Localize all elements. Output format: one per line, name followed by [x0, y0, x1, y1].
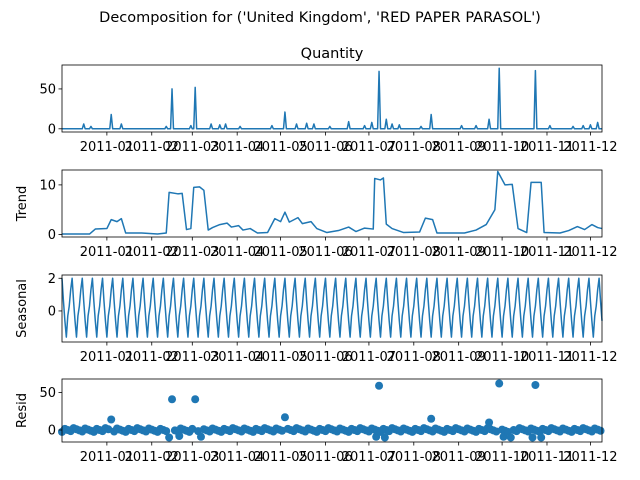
resid-point	[537, 433, 546, 442]
x-tick-label: 2011-02	[125, 450, 179, 465]
resid-point	[165, 433, 174, 442]
x-tick-label: 2011-12	[563, 245, 617, 260]
x-tick-label: 2011-03	[165, 450, 219, 465]
x-tick-label: 2011-08	[387, 450, 441, 465]
x-tick-label: 2011-08	[387, 350, 441, 365]
y-tick-label: 50	[39, 82, 56, 97]
x-tick-label: 2011-03	[165, 350, 219, 365]
x-tick-label: 2011-08	[387, 245, 441, 260]
x-tick-label: 2011-06	[298, 350, 352, 365]
axes-frame	[61, 378, 603, 443]
x-tick-label: 2011-09	[432, 140, 486, 155]
resid-point	[531, 381, 540, 389]
y-tick-label: 0	[48, 122, 56, 137]
x-tick-label: 2011-02	[125, 245, 179, 260]
x-tick-label: 2011-04	[210, 140, 264, 155]
resid-point	[107, 415, 116, 424]
resid-point	[375, 381, 384, 390]
observed-series-line	[62, 67, 602, 130]
x-tick-label: 2011-10	[475, 450, 529, 465]
x-tick-label: 2011-11	[520, 350, 574, 365]
y-tick-label: 0	[48, 304, 56, 319]
resid-point	[495, 379, 504, 388]
x-tick-label: 2011-01	[80, 350, 134, 365]
y-tick-label: 0	[48, 424, 56, 439]
resid-point	[506, 433, 515, 442]
resid-point	[168, 395, 177, 404]
resid-point	[427, 414, 436, 423]
x-tick-label: 2011-01	[80, 450, 134, 465]
x-tick-label: 2011-10	[475, 350, 529, 365]
x-tick-label: 2011-03	[165, 245, 219, 260]
x-tick-label: 2011-09	[432, 350, 486, 365]
figure-suptitle: Decomposition for ('United Kingdom', 'RE…	[99, 10, 541, 26]
subplot-seasonal: 022011-012011-022011-032011-042011-05201…	[15, 272, 618, 365]
y-tick-label: 0	[48, 228, 56, 243]
resid-point	[380, 433, 389, 442]
y-tick-label: 2	[48, 272, 56, 287]
seasonal-series-line	[61, 277, 603, 338]
x-tick-label: 2011-06	[298, 450, 352, 465]
resid-point	[596, 426, 605, 435]
axes-frame	[61, 169, 603, 238]
x-tick-label: 2011-10	[475, 245, 529, 260]
x-tick-label: 2011-02	[125, 350, 179, 365]
subplot-panels: 0502011-012011-022011-032011-042011-0520…	[15, 46, 618, 465]
x-tick-label: 2011-11	[520, 140, 574, 155]
y-tick-label: 50	[39, 386, 56, 401]
subplot-trend: 0102011-012011-022011-032011-042011-0520…	[15, 169, 618, 260]
x-tick-label: 2011-08	[387, 140, 441, 155]
subplot-resid: 0502011-012011-022011-032011-042011-0520…	[15, 378, 618, 465]
x-tick-label: 2011-01	[80, 140, 134, 155]
x-tick-label: 2011-06	[298, 245, 352, 260]
subplot-title: Quantity	[301, 46, 364, 62]
x-tick-label: 2011-05	[253, 140, 307, 155]
resid-point	[162, 427, 171, 436]
axes-frame	[61, 64, 603, 133]
x-tick-label: 2011-09	[432, 245, 486, 260]
x-tick-label: 2011-05	[253, 350, 307, 365]
x-tick-label: 2011-05	[253, 450, 307, 465]
x-tick-label: 2011-06	[298, 140, 352, 155]
x-tick-label: 2011-12	[563, 450, 617, 465]
resid-point	[175, 432, 184, 440]
x-tick-label: 2011-10	[475, 140, 529, 155]
resid-point	[280, 413, 289, 422]
x-tick-label: 2011-02	[125, 140, 179, 155]
resid-point	[191, 395, 200, 404]
x-tick-label: 2011-09	[432, 450, 486, 465]
x-tick-label: 2011-07	[342, 450, 396, 465]
resid-point	[528, 433, 537, 442]
axes-frame	[61, 274, 603, 343]
x-tick-label: 2011-04	[210, 350, 264, 365]
y-tick-label: 10	[39, 178, 56, 193]
y-axis-label: Trend	[15, 186, 30, 223]
trend-series-line	[62, 170, 603, 235]
x-tick-label: 2011-01	[80, 245, 134, 260]
x-tick-label: 2011-12	[563, 350, 617, 365]
x-tick-label: 2011-04	[210, 450, 264, 465]
y-axis-label: Seasonal	[15, 279, 30, 338]
resid-point	[485, 418, 494, 427]
y-axis-label: Resid	[15, 393, 30, 428]
x-tick-label: 2011-12	[563, 140, 617, 155]
x-tick-label: 2011-05	[253, 245, 307, 260]
x-tick-label: 2011-07	[342, 350, 396, 365]
subplot-observed: 0502011-012011-022011-032011-042011-0520…	[39, 46, 617, 155]
x-tick-label: 2011-11	[520, 450, 574, 465]
x-tick-label: 2011-03	[165, 140, 219, 155]
x-tick-label: 2011-11	[520, 245, 574, 260]
x-tick-label: 2011-07	[342, 140, 396, 155]
resid-point	[196, 432, 205, 441]
x-tick-label: 2011-07	[342, 245, 396, 260]
x-tick-label: 2011-04	[210, 245, 264, 260]
